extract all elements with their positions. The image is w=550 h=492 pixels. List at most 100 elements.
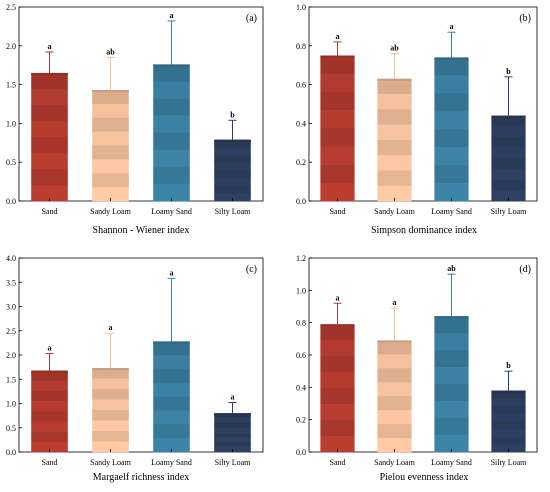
bar-band (214, 437, 251, 443)
bar-band (153, 81, 190, 99)
bar-band (214, 193, 251, 202)
bar-cap (214, 139, 251, 142)
bar-band (377, 396, 412, 411)
bar-band (377, 410, 412, 425)
bar-band (214, 185, 251, 194)
bar-band (320, 356, 355, 373)
bar-band (491, 115, 526, 127)
bar-cap (153, 64, 190, 67)
bar-band (320, 73, 355, 93)
y-tick-label: 2.0 (6, 351, 16, 360)
bar-cap (434, 316, 469, 319)
bar-band (92, 145, 129, 160)
y-tick-label: 2.5 (6, 3, 16, 12)
bar-band (434, 75, 469, 94)
bar-cap (434, 57, 469, 60)
bar-band (92, 431, 129, 442)
bar-band (377, 124, 412, 141)
bar-band (153, 115, 190, 134)
y-tick-label: 0.2 (296, 416, 306, 425)
bar-band (92, 90, 129, 105)
bar-band (377, 139, 412, 156)
bar-band (153, 438, 190, 453)
bar-band (491, 126, 526, 138)
bar-band (491, 158, 526, 170)
bar-band (214, 170, 251, 179)
bar-band (31, 401, 68, 412)
bar-band (214, 427, 251, 433)
bar-band (434, 384, 469, 402)
bar-band (434, 165, 469, 184)
y-tick-label: 1.0 (6, 119, 16, 128)
bar-band (31, 370, 68, 382)
x-tick-label: Sand (42, 458, 58, 467)
bar-band (320, 128, 355, 147)
bar-band (377, 424, 412, 439)
bar-band (153, 355, 190, 370)
bar-band (153, 382, 190, 398)
y-tick-label: 2.5 (6, 327, 16, 336)
bar-band (491, 190, 526, 202)
y-tick-label: 1.2 (296, 254, 306, 263)
x-tick-label: Loamy Sand (151, 207, 192, 216)
bar-band (214, 418, 251, 424)
bar-band (434, 111, 469, 130)
x-axis-title: Shannon - Wiener index (93, 225, 190, 236)
bar-band (491, 405, 526, 414)
bar-band (153, 396, 190, 411)
bar-band (214, 432, 251, 438)
bar-band (320, 164, 355, 184)
y-tick-label: 1.0 (6, 400, 16, 409)
bar-cap (491, 115, 526, 118)
bar-band (377, 78, 412, 95)
bar-band (31, 72, 68, 90)
bar-cap (31, 370, 68, 373)
bar-cap (377, 340, 412, 343)
y-tick-label: 2.0 (6, 42, 16, 51)
bar-band (434, 147, 469, 166)
x-tick-label: Silty Loam (215, 458, 252, 467)
significance-letter: a (48, 42, 52, 51)
bar-band (92, 410, 129, 421)
significance-letter: a (48, 344, 52, 353)
plot-frame (18, 6, 264, 202)
bar-band (153, 369, 190, 384)
x-tick-label: Sandy Loam (374, 458, 415, 467)
significance-letter: ab (390, 44, 399, 53)
bar-band (320, 110, 355, 129)
bar-band (92, 389, 129, 400)
bar-band (320, 55, 355, 74)
bar-band (491, 436, 526, 445)
bar-band (153, 424, 190, 439)
bar-band (31, 421, 68, 432)
bar-band (92, 441, 129, 453)
y-tick-label: 0.2 (296, 158, 306, 167)
bar-band (153, 341, 190, 356)
bar-band (214, 147, 251, 156)
bar-band (377, 368, 412, 383)
significance-letter: b (230, 110, 235, 119)
panel-label: (d) (519, 264, 531, 275)
x-axis-title: Pielou evenness index (380, 472, 469, 483)
significance-letter: a (170, 268, 174, 277)
bar-band (31, 380, 68, 392)
bar-band (92, 117, 129, 132)
bar-cap (377, 78, 412, 81)
y-tick-label: 0.8 (296, 319, 306, 328)
bar-band (31, 168, 68, 186)
bar-band (92, 187, 129, 202)
y-tick-label: 0.5 (6, 158, 16, 167)
bar-band (377, 340, 412, 355)
bar-band (491, 390, 526, 399)
bar-band (153, 64, 190, 82)
x-axis-title: Margaelf richness index (93, 472, 189, 483)
significance-letter: b (506, 361, 511, 370)
bar-band (320, 372, 355, 389)
bar-band (92, 131, 129, 146)
bar-band (92, 378, 129, 390)
significance-letter: a (336, 293, 340, 302)
y-tick-label: 0.0 (6, 448, 16, 457)
bar-band (31, 184, 68, 202)
bar-band (434, 367, 469, 385)
